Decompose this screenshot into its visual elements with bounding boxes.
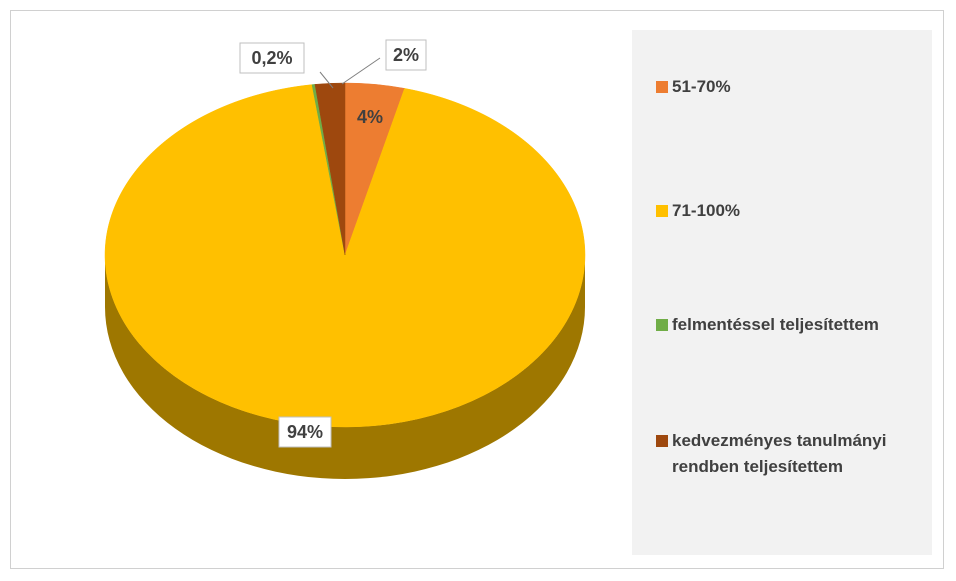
legend-entry: felmentéssel teljesítettem	[656, 312, 906, 338]
label-box	[239, 42, 305, 74]
data-label: 2%	[393, 45, 419, 65]
legend-label: 51-70%	[672, 77, 731, 96]
legend-label: 71-100%	[672, 201, 741, 220]
pie-side	[105, 255, 585, 479]
pie-slice	[314, 82, 346, 256]
chart-frame	[10, 10, 944, 569]
data-label: 94%	[287, 422, 323, 442]
pie-area: 4% 94% 0,2% 2%	[104, 39, 586, 479]
legend-label: kedvezményes tanulmányi rendben teljesít…	[672, 431, 887, 476]
legend: 51-70% 71-100% felmentéssel teljesítettem k…	[632, 30, 932, 555]
legend-entry: 71-100%	[656, 198, 906, 224]
label-box	[385, 39, 427, 71]
legend-swatch	[656, 435, 668, 447]
data-label: 4%	[357, 107, 383, 127]
label-box	[278, 416, 332, 448]
legend-swatch	[656, 205, 668, 217]
legend-swatch	[656, 81, 668, 93]
legend-label: felmentéssel teljesítettem	[672, 315, 879, 334]
leader-line	[319, 71, 334, 89]
legend-entry: 51-70%	[656, 74, 906, 100]
legend-entry: kedvezményes tanulmányi rendben teljesít…	[656, 428, 906, 480]
leader-line	[341, 57, 381, 85]
legend-swatch	[656, 319, 668, 331]
data-label: 0,2%	[251, 48, 292, 68]
